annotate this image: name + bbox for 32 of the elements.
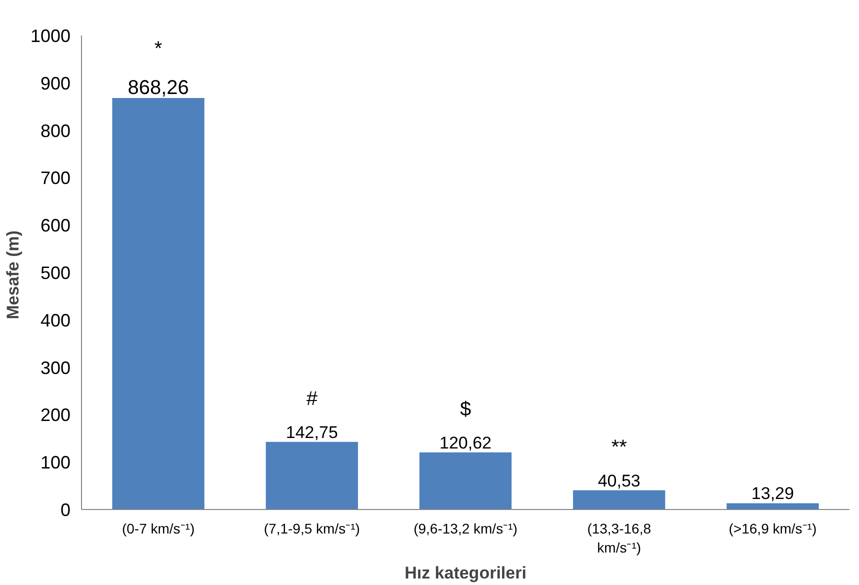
annotation: * [154, 38, 162, 60]
y-tick-label: 900 [40, 73, 71, 94]
annotation: ** [611, 436, 628, 458]
data-label: 868,26 [128, 76, 189, 99]
bar [573, 490, 666, 510]
y-axis-title: Mesafe (m) [3, 230, 22, 320]
bar [726, 503, 819, 510]
bar [419, 452, 512, 510]
y-tick-label: 300 [40, 358, 71, 378]
y-tick-label: 700 [40, 168, 71, 188]
x-tick-label: (7,1-9,5 km/s⁻¹) [264, 520, 360, 536]
y-tick-label: 800 [40, 120, 71, 141]
y-tick-label: 1000 [30, 26, 71, 46]
x-tick-label: (13,3-16,8 km/s⁻¹) [587, 520, 652, 556]
data-label: 120,62 [440, 433, 492, 452]
data-label: 142,75 [286, 422, 338, 442]
data-label: 40,53 [598, 471, 640, 490]
y-tick-label: 200 [40, 405, 71, 426]
data-label: 13,29 [751, 484, 794, 504]
bar [266, 442, 358, 510]
y-tick-label: 100 [40, 452, 71, 473]
annotation: # [306, 388, 318, 410]
bar [112, 98, 204, 510]
x-tick-label: (>16,9 km/s⁻¹) [728, 520, 817, 536]
y-tick-label: 0 [60, 500, 71, 520]
x-tick-label: (0-7 km/s⁻¹) [122, 520, 195, 536]
y-tick-label: 600 [40, 216, 71, 236]
x-tick-label: (9,6-13,2 km/s⁻¹) [414, 520, 518, 536]
y-tick-label: 500 [40, 263, 71, 283]
y-tick-label: 400 [40, 310, 71, 330]
x-axis-title: Hız kategorileri [404, 564, 526, 583]
annotation: $ [460, 398, 472, 420]
